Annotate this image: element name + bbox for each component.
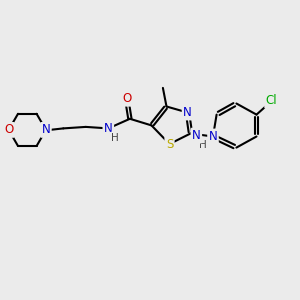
Text: N: N	[41, 123, 50, 136]
Text: N: N	[208, 130, 217, 143]
Text: H: H	[111, 133, 119, 143]
Text: N: N	[192, 129, 201, 142]
Text: H: H	[200, 140, 207, 150]
Text: O: O	[4, 123, 13, 136]
Text: N: N	[183, 106, 192, 119]
Text: O: O	[122, 92, 131, 105]
Text: Cl: Cl	[266, 94, 277, 107]
Text: S: S	[166, 137, 173, 151]
Text: N: N	[104, 122, 113, 135]
